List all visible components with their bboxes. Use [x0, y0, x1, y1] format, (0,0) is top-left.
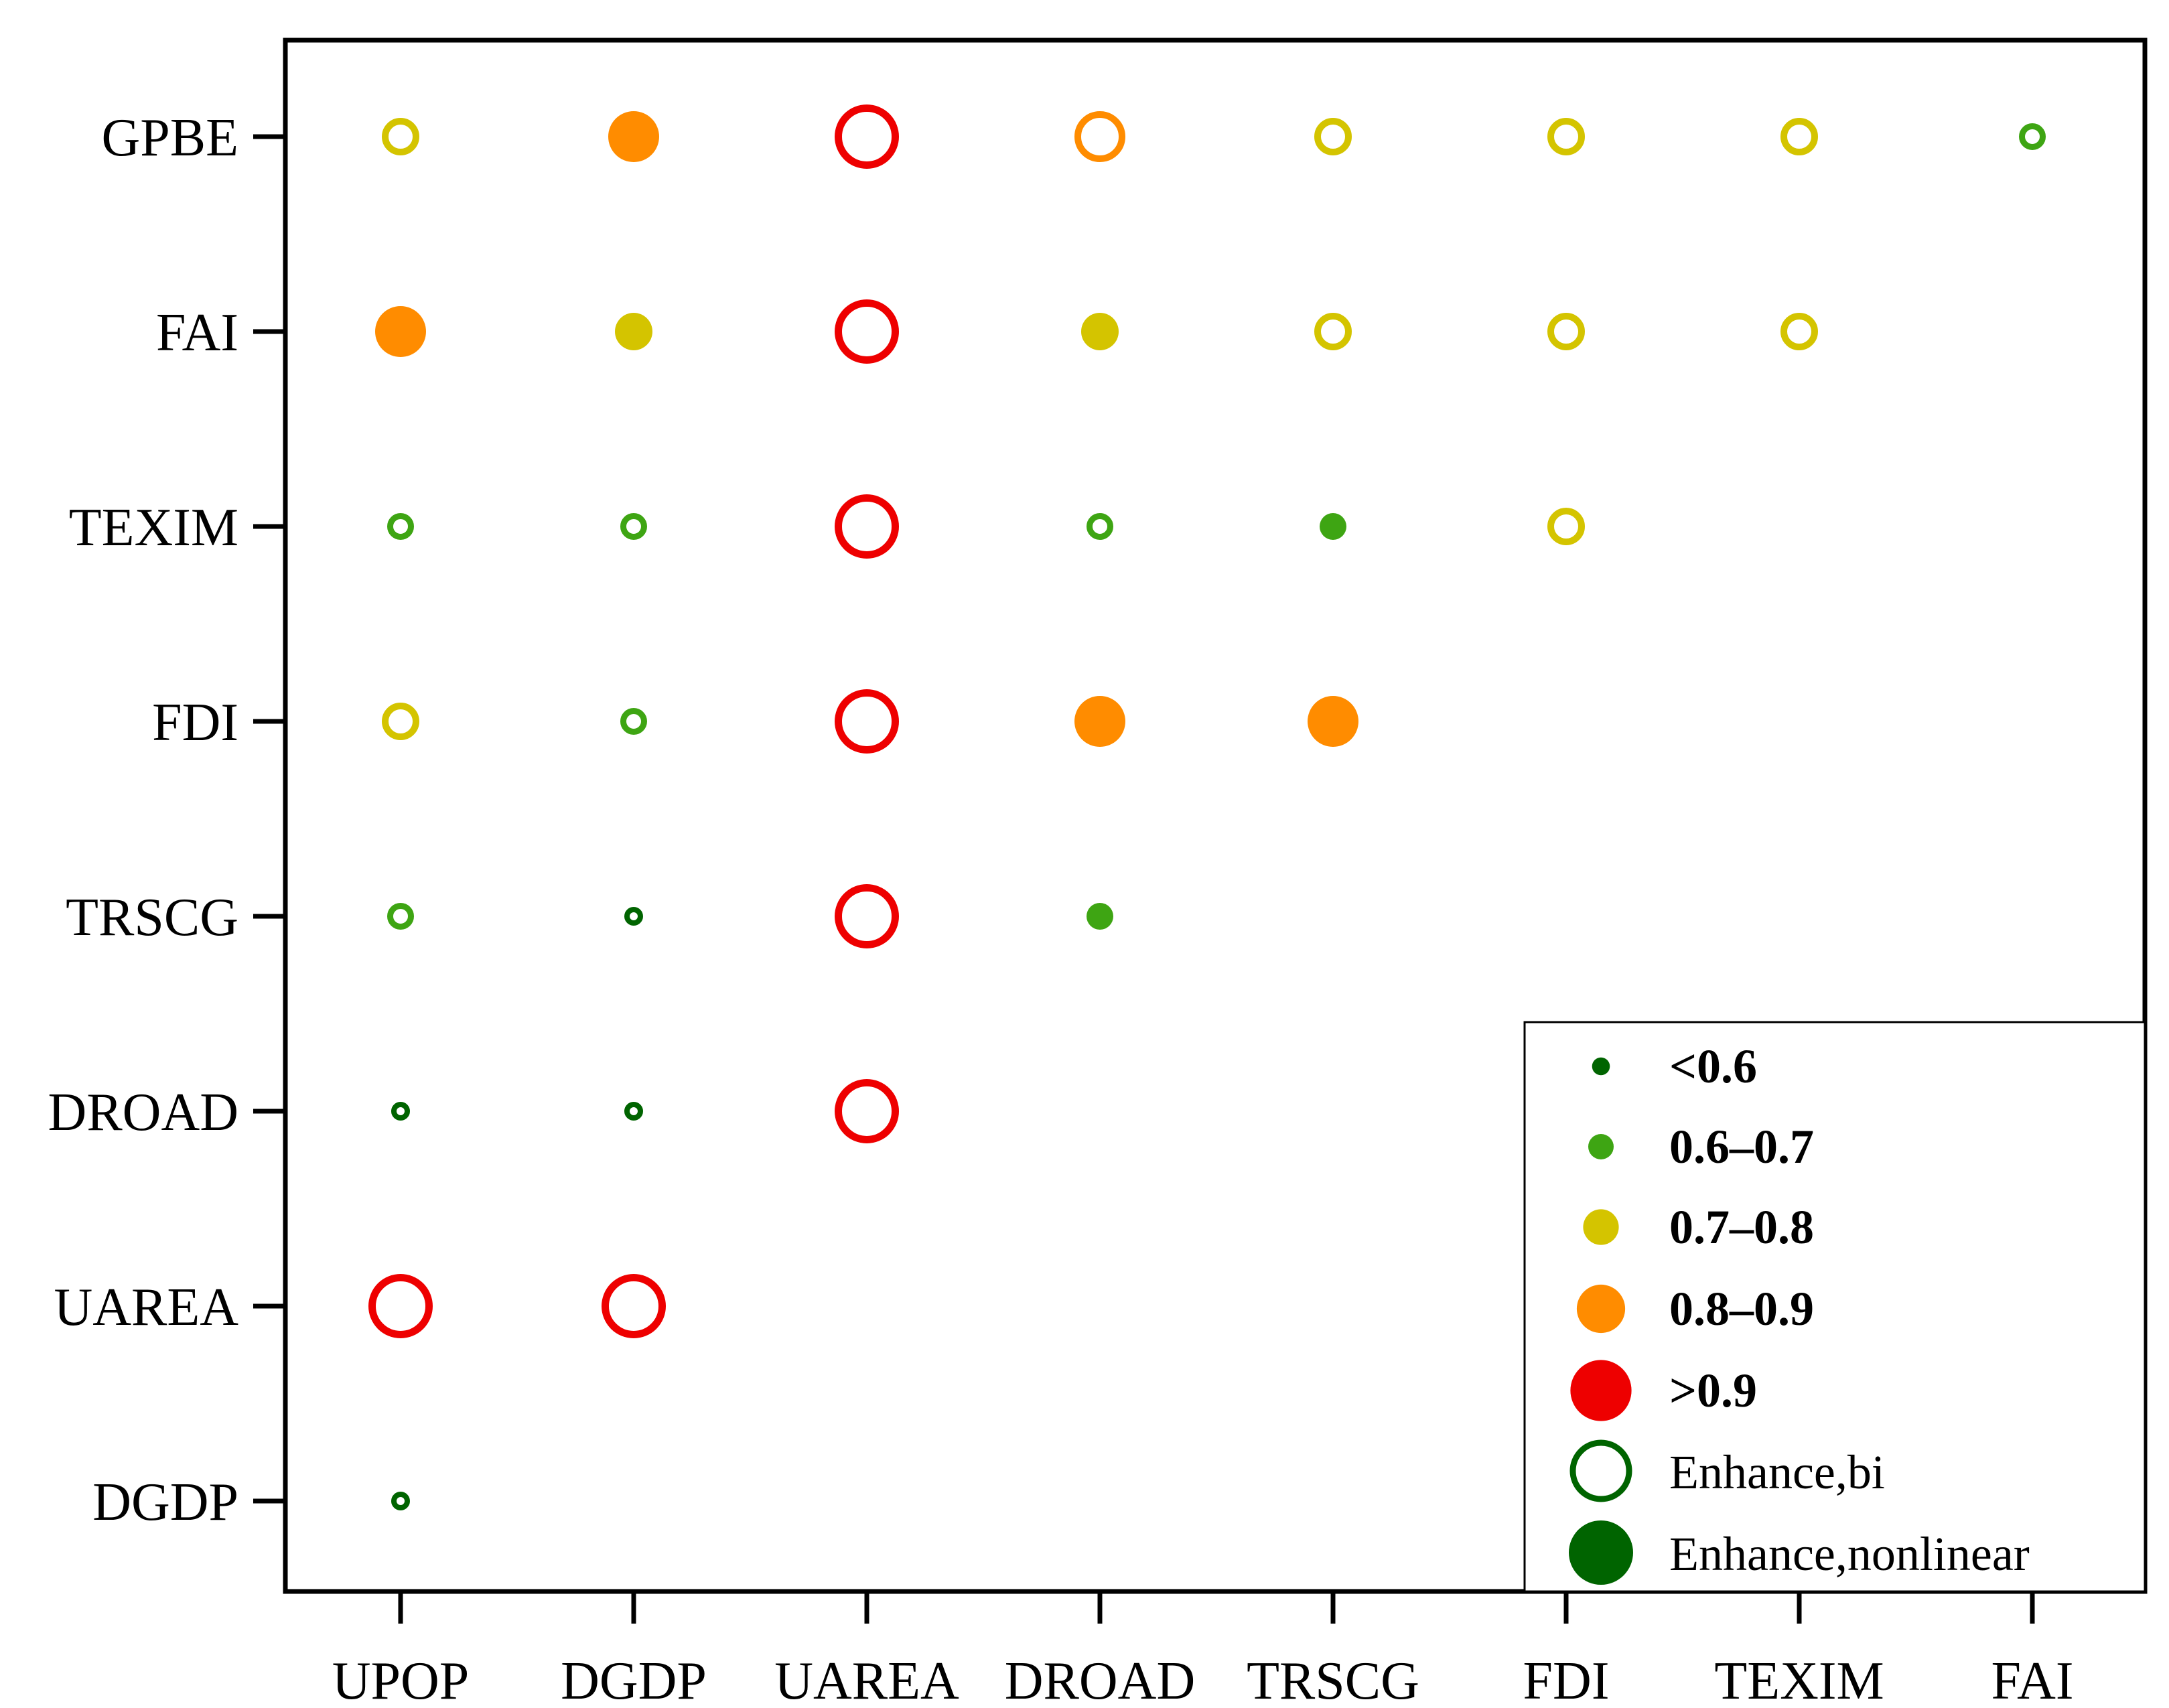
y-tick-label: TRSCG	[66, 888, 238, 947]
data-point	[835, 689, 899, 754]
data-point	[387, 903, 414, 930]
data-point	[382, 703, 419, 740]
data-point	[835, 494, 899, 559]
data-point	[1547, 118, 1585, 155]
data-point	[391, 1102, 410, 1121]
data-point	[1081, 313, 1119, 350]
data-point	[1547, 313, 1585, 350]
data-point	[624, 907, 643, 926]
y-tick-label: DROAD	[48, 1083, 238, 1142]
data-point	[835, 884, 899, 948]
legend-label: >0.9	[1669, 1364, 1757, 1417]
data-point	[375, 306, 426, 357]
legend-marker	[1570, 1360, 1632, 1421]
legend-marker	[1592, 1057, 1610, 1076]
legend-label: 0.6–0.7	[1669, 1120, 1814, 1173]
data-point	[1074, 111, 1125, 162]
x-axis: UPOP DGDP UAREA DROAD TRSCG FDI TEXIM FAI	[332, 1591, 2074, 1708]
data-point	[1780, 313, 1818, 350]
data-points	[368, 104, 2046, 1510]
legend-marker	[1588, 1134, 1614, 1159]
x-tick-label: TEXIM	[1714, 1652, 1884, 1708]
legend-marker	[1576, 1284, 1626, 1334]
legend-label: 0.8–0.9	[1669, 1282, 1814, 1336]
y-tick-label: DGDP	[92, 1473, 238, 1532]
legend: <0.6 0.6–0.7 0.7–0.8 0.8–0.9 >0.9 Enhance,bi E…	[1523, 1021, 2146, 1593]
plot-frame	[283, 38, 2148, 1594]
legend-label: <0.6	[1669, 1040, 1757, 1093]
data-point	[1780, 118, 1818, 155]
x-tick-label: FAI	[1991, 1652, 2074, 1708]
data-point	[2019, 123, 2046, 150]
legend-box	[1523, 1021, 2146, 1593]
data-point	[1314, 313, 1352, 350]
data-point	[835, 104, 899, 169]
data-point	[368, 1274, 433, 1338]
x-tick-label: TRSCG	[1247, 1652, 1419, 1708]
data-point	[1087, 903, 1113, 930]
legend-marker	[1569, 1439, 1632, 1502]
y-tick-label: TEXIM	[69, 498, 238, 557]
data-point	[615, 313, 652, 350]
data-point	[1308, 696, 1358, 747]
data-point	[387, 513, 414, 540]
data-point	[1547, 508, 1585, 545]
data-point	[1087, 513, 1113, 540]
y-tick-label: FDI	[152, 693, 238, 752]
data-point	[391, 1492, 410, 1510]
data-point	[620, 708, 647, 735]
legend-marker	[1569, 1520, 1633, 1585]
data-point	[1074, 696, 1125, 747]
y-tick-label: GPBE	[102, 109, 239, 167]
data-point	[835, 1079, 899, 1143]
data-point	[608, 111, 659, 162]
legend-label: Enhance,nonlinear	[1669, 1527, 2030, 1581]
x-tick-label: DROAD	[1005, 1652, 1195, 1708]
data-point	[382, 118, 419, 155]
data-point	[1320, 513, 1346, 540]
data-point	[620, 513, 647, 540]
x-tick-label: UPOP	[332, 1652, 470, 1708]
y-axis: GPBE FAI TEXIM FDI TRSCG DROAD UAREA DGDP	[48, 109, 285, 1532]
y-tick-label: UAREA	[54, 1278, 238, 1337]
x-tick-label: FDI	[1523, 1652, 1610, 1708]
y-tick-label: FAI	[156, 303, 238, 362]
data-point	[1314, 118, 1352, 155]
x-tick-label: DGDP	[561, 1652, 707, 1708]
x-tick-label: UAREA	[774, 1652, 959, 1708]
legend-marker	[1583, 1209, 1619, 1245]
legend-label: Enhance,bi	[1669, 1445, 1885, 1499]
data-point	[624, 1102, 643, 1121]
legend-label: 0.7–0.8	[1669, 1200, 1814, 1254]
data-point	[602, 1274, 666, 1338]
data-point	[835, 299, 899, 364]
